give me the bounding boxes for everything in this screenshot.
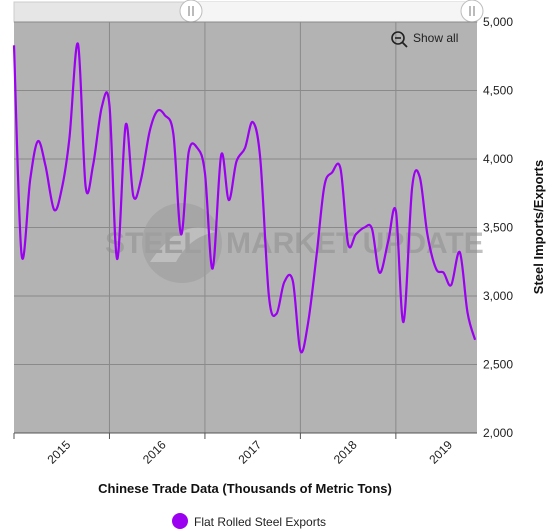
x-tick-label: 2016 bbox=[140, 438, 169, 467]
x-tick-label: 2019 bbox=[426, 438, 455, 467]
y-tick-label: 2,000 bbox=[483, 426, 513, 440]
y-tick-label: 5,000 bbox=[483, 15, 513, 29]
x-axis-ticks: 2015 2016 2017 2018 2019 bbox=[13, 433, 455, 467]
y-tick-label: 3,500 bbox=[483, 221, 513, 235]
y-tick-label: 3,000 bbox=[483, 289, 513, 303]
series-line-flat-rolled-steel-exports bbox=[12, 42, 477, 354]
y-axis-title: Steel Imports/Exports bbox=[531, 160, 546, 294]
navigator-selection[interactable] bbox=[191, 2, 472, 22]
y-tick-label: 4,500 bbox=[483, 84, 513, 98]
y-tick-label: 2,500 bbox=[483, 358, 513, 372]
x-tick-label: 2017 bbox=[235, 438, 264, 467]
x-axis-title: Chinese Trade Data (Thousands of Metric … bbox=[98, 481, 392, 496]
watermark-logo: STEEL MARKET UPDATE bbox=[105, 203, 484, 283]
range-navigator[interactable] bbox=[13, 0, 484, 23]
series-layer bbox=[12, 42, 477, 354]
navigator-handle-left[interactable] bbox=[179, 0, 203, 23]
x-tick-label: 2015 bbox=[45, 438, 74, 467]
watermark-text-right: MARKET UPDATE bbox=[226, 227, 484, 260]
legend-item-flat-rolled-steel-exports[interactable]: Flat Rolled Steel Exports bbox=[172, 513, 326, 529]
show-all-label: Show all bbox=[413, 31, 458, 45]
y-axis-ticks: 2,000 2,500 3,000 3,500 4,000 4,500 5,000 bbox=[483, 15, 513, 440]
x-tick-label: 2018 bbox=[331, 438, 360, 467]
show-all-button[interactable]: Show all bbox=[391, 31, 458, 48]
watermark-text-left: STEEL bbox=[105, 227, 202, 260]
legend-marker bbox=[172, 513, 188, 529]
legend-label: Flat Rolled Steel Exports bbox=[194, 515, 326, 529]
zoom-out-icon bbox=[391, 31, 408, 48]
y-tick-label: 4,000 bbox=[483, 152, 513, 166]
navigator-handle-right[interactable] bbox=[460, 0, 484, 23]
